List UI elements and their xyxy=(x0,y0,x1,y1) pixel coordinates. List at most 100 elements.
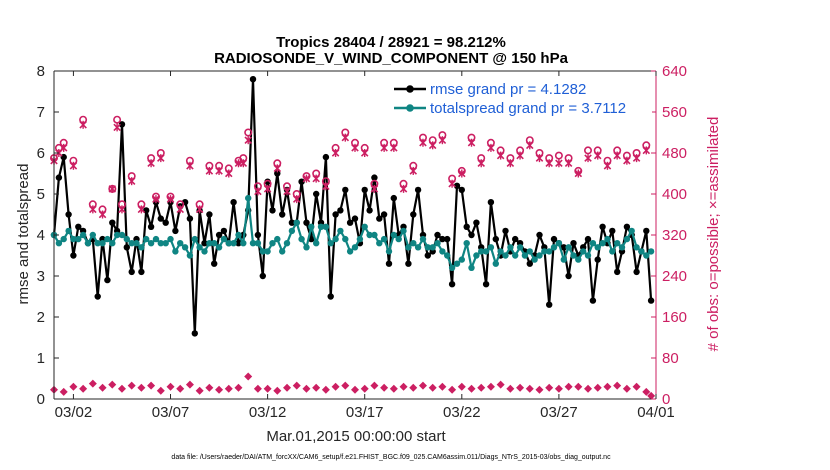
rmse-point xyxy=(434,231,441,239)
rmse-point xyxy=(109,219,116,226)
obs-rejected-marker xyxy=(69,382,78,391)
obs-assimilated-marker xyxy=(603,161,612,170)
rmse-point xyxy=(550,235,558,243)
rmse-point xyxy=(623,223,631,230)
obs-assimilated-marker xyxy=(292,195,301,204)
obs-assimilated-marker xyxy=(535,154,544,163)
totalspread-point xyxy=(220,235,228,243)
totalspread-point xyxy=(395,235,402,243)
totalspread-point xyxy=(249,240,257,247)
rmse-point xyxy=(487,199,495,206)
y-tick-label: 6 xyxy=(37,145,45,162)
totalspread-point xyxy=(478,248,485,255)
rmse-point xyxy=(468,231,475,239)
totalspread-point xyxy=(507,244,514,251)
obs-rejected-marker xyxy=(622,384,631,393)
rmse-point xyxy=(215,231,223,239)
totalspread-point xyxy=(245,194,252,202)
obs-rejected-marker xyxy=(215,385,224,394)
obs-rejected-marker xyxy=(312,383,321,392)
totalspread-point xyxy=(414,244,422,251)
obs-assimilated-marker xyxy=(409,166,418,175)
obs-rejected-marker xyxy=(438,382,447,391)
totalspread-point xyxy=(380,235,388,243)
chart-title-line1: Tropics 28404 / 28921 = 98.212% xyxy=(276,34,506,51)
totalspread-point xyxy=(99,240,106,247)
totalspread-point xyxy=(254,240,262,247)
obs-assimilated-marker xyxy=(448,179,456,188)
totalspread-point xyxy=(89,231,97,239)
totalspread-point xyxy=(531,256,538,263)
rmse-point xyxy=(351,215,359,222)
obs-rejected-marker xyxy=(613,381,622,390)
obs-rejected-marker xyxy=(108,380,117,389)
obs-rejected-marker xyxy=(632,382,641,391)
rmse-point xyxy=(230,199,237,206)
totalspread-point xyxy=(172,248,179,255)
x-tick-label: 04/01 xyxy=(637,404,675,421)
obs-rejected-marker xyxy=(351,385,359,394)
obs-assimilated-marker xyxy=(487,143,495,152)
y-tick-label: 1 xyxy=(37,350,45,367)
rmse-point xyxy=(473,219,480,226)
obs-rejected-marker xyxy=(486,382,495,391)
obs-assimilated-marker xyxy=(263,184,272,193)
obs-assimilated-marker xyxy=(351,143,359,152)
rmse-point xyxy=(424,252,431,259)
rmse-point xyxy=(647,297,655,304)
totalspread-point xyxy=(138,244,145,251)
totalspread-point xyxy=(70,235,77,243)
rmse-point xyxy=(65,211,72,218)
rmse-point xyxy=(157,215,164,222)
rmse-point xyxy=(444,235,451,243)
obs-rejected-marker xyxy=(117,384,126,393)
legend-box xyxy=(386,76,652,120)
rmse-point xyxy=(376,215,383,222)
obs-assimilated-marker xyxy=(69,161,78,170)
obs-rejected-marker xyxy=(399,382,408,391)
obs-rejected-marker xyxy=(360,384,369,393)
totalspread-point xyxy=(429,244,436,251)
obs-rejected-marker xyxy=(389,384,398,393)
totalspread-point xyxy=(94,240,101,247)
totalspread-point xyxy=(313,240,320,247)
obs-assimilated-marker xyxy=(118,205,126,214)
obs-rejected-marker xyxy=(545,383,554,392)
obs-assimilated-marker xyxy=(98,210,107,219)
totalspread-point xyxy=(424,244,431,251)
rmse-point xyxy=(186,215,194,222)
totalspread-point xyxy=(322,223,330,230)
obs-possible-marker xyxy=(113,115,122,124)
y-axis-label: rmse and totalspread xyxy=(15,164,32,305)
totalspread-point xyxy=(614,240,621,247)
obs-assimilated-marker xyxy=(380,143,388,152)
totalspread-point xyxy=(279,248,286,255)
totalspread-point xyxy=(181,244,189,251)
totalspread-point xyxy=(274,235,281,243)
rmse-point xyxy=(128,268,135,276)
totalspread-point xyxy=(259,248,266,255)
totalspread-point xyxy=(104,235,111,243)
totalspread-point xyxy=(536,252,543,259)
rmse-point xyxy=(274,170,281,177)
obs-rejected-marker xyxy=(244,372,253,381)
obs-assimilated-marker xyxy=(390,143,398,152)
totalspread-point xyxy=(390,231,397,239)
plot-area xyxy=(54,71,656,399)
rmse-point xyxy=(482,281,490,288)
totalspread-point xyxy=(560,256,567,263)
totalspread-point xyxy=(201,248,208,255)
y-tick-label: 0 xyxy=(37,391,45,408)
totalspread-point xyxy=(211,240,218,247)
obs-possible-marker xyxy=(583,146,592,155)
obs-rejected-marker xyxy=(457,382,466,391)
totalspread-point xyxy=(546,248,553,255)
rmse-point xyxy=(526,260,533,267)
obs-assimilated-marker xyxy=(642,146,651,155)
totalspread-point xyxy=(157,240,164,247)
obs-rejected-marker xyxy=(506,384,515,393)
obs-assimilated-marker xyxy=(438,136,447,145)
x-tick-label: 03/22 xyxy=(443,404,481,421)
rmse-point xyxy=(254,231,262,239)
obs-assimilated-marker xyxy=(108,184,117,193)
